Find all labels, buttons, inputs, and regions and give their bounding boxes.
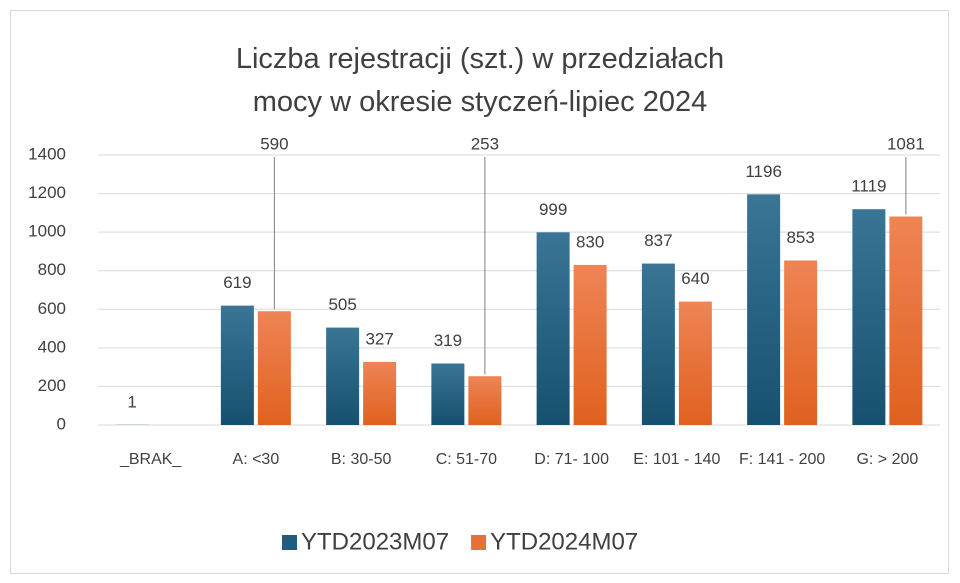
bar (641, 263, 675, 425)
data-label: 837 (644, 231, 672, 250)
bar (363, 361, 397, 425)
legend-label: YTD2024M07 (490, 528, 638, 555)
x-tick-label: G: > 200 (856, 451, 919, 468)
data-label: 853 (786, 228, 814, 247)
data-label: 1 (127, 392, 136, 411)
bar (573, 264, 607, 425)
x-tick-label: F: 141 - 200 (738, 451, 826, 468)
chart-title: Liczba rejestracji (szt.) w przedziałach… (236, 43, 724, 118)
y-tick-label: 1400 (28, 144, 66, 163)
y-tick-label: 1200 (28, 183, 66, 202)
bar (326, 327, 360, 425)
legend-label: YTD2023M07 (301, 528, 449, 555)
data-label: 590 (260, 134, 288, 153)
x-tick-label: E: 101 - 140 (633, 451, 721, 468)
x-tick-label: A: <30 (232, 451, 280, 468)
x-tick-label: C: 51-70 (435, 451, 498, 468)
data-label: 830 (576, 232, 604, 251)
y-tick-label: 400 (38, 337, 66, 356)
bar (889, 216, 923, 425)
bar (431, 363, 465, 425)
bar (257, 311, 291, 425)
y-tick-label: 600 (38, 299, 66, 318)
bar (678, 301, 712, 425)
data-label: 1119 (851, 177, 886, 196)
bar (852, 209, 886, 425)
x-tick-label: D: 71- 100 (534, 451, 609, 468)
bar (220, 305, 254, 425)
bar (468, 376, 502, 425)
data-label: 619 (223, 273, 251, 292)
data-label: 640 (681, 269, 709, 288)
data-label: 1081 (887, 134, 925, 153)
data-label: 327 (365, 329, 393, 348)
data-label: 505 (328, 295, 356, 314)
bar (536, 232, 570, 425)
y-tick-label: 1000 (28, 222, 66, 241)
legend-swatch (471, 535, 487, 550)
data-label: 253 (471, 134, 499, 153)
bar (784, 260, 818, 425)
y-tick-label: 0 (57, 414, 66, 433)
y-tick-label: 200 (38, 376, 66, 395)
bar (747, 194, 781, 425)
y-tick-label: 800 (38, 260, 66, 279)
x-tick-label: B: 30-50 (330, 451, 392, 468)
x-tick-label: _BRAK_ (119, 451, 182, 468)
data-label: 319 (434, 331, 462, 350)
legend-swatch (282, 535, 297, 550)
data-label: 999 (539, 200, 567, 219)
data-label: 1196 (745, 162, 782, 181)
